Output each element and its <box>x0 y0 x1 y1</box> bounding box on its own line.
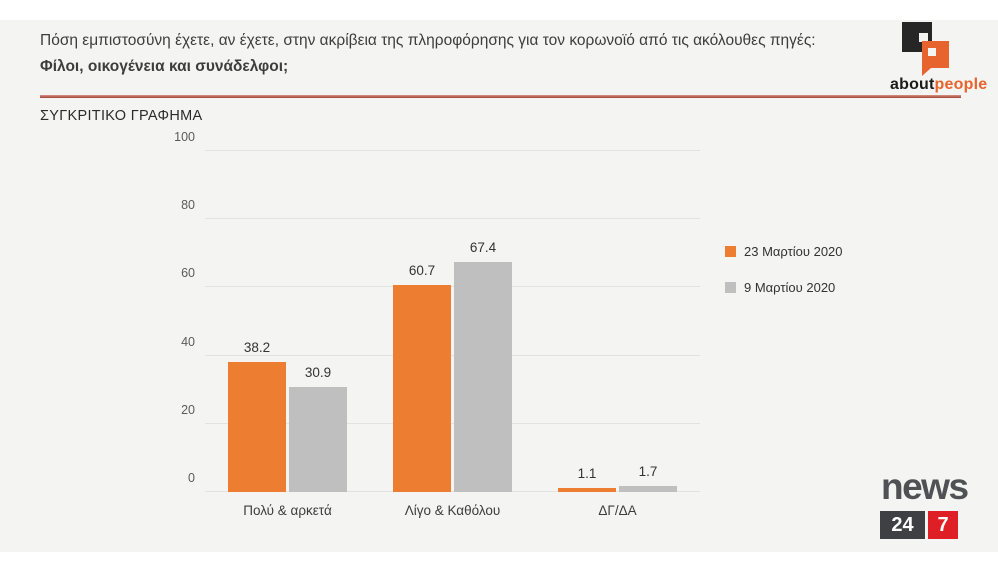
y-axis-label-80: 80 <box>181 198 195 213</box>
y-axis-label-40: 40 <box>181 334 195 349</box>
poll-question-line1: Πόση εμπιστοσύνη έχετε, αν έχετε, στην α… <box>40 32 816 49</box>
category-label: Λίγο & Καθόλου <box>404 503 501 518</box>
legend-swatch-icon <box>725 246 736 257</box>
news247-box-24: 24 <box>880 511 925 539</box>
bar-group-1: 38.2 30.9 <box>228 151 347 492</box>
aboutpeople-speech-bubbles-icon <box>902 22 960 76</box>
gridline-y-80 <box>205 218 700 220</box>
category-label: ΔΓ/ΔΑ <box>598 503 637 518</box>
category-label: Πολύ & αρκετά <box>243 503 332 518</box>
bar-chart-plot-area: 0 20 40 60 80 100 38.2 30.9 60.7 67.4 1.1 1.7 <box>174 130 700 492</box>
y-axis-label-60: 60 <box>181 266 195 281</box>
header-divider <box>40 95 961 98</box>
chart-legend: 23 Μαρτίου 2020 9 Μαρτίου 2020 <box>725 244 843 316</box>
aboutpeople-word-about: about <box>890 76 935 93</box>
orange-bubble-tail <box>922 68 931 76</box>
aboutpeople-word-people: people <box>934 76 988 93</box>
legend-item: 23 Μαρτίου 2020 <box>725 244 843 259</box>
bar-group-2: 60.7 67.4 <box>393 151 512 492</box>
bar: 60.7 <box>393 263 451 492</box>
bar-value-label: 30.9 <box>304 364 332 380</box>
bar-value-label: 60.7 <box>408 263 436 279</box>
section-title: ΣΥΓΚΡΙΤΙΚΟ ΓΡΑΦΗΜΑ <box>40 108 203 124</box>
news247-box-7: 7 <box>928 511 958 539</box>
y-axis-label-0: 0 <box>188 471 195 485</box>
bar: 38.2 <box>228 340 286 492</box>
orange-bubble-icon <box>922 41 949 68</box>
legend-label: 23 Μαρτίου 2020 <box>744 244 843 259</box>
orange-bubble-notch <box>928 48 936 56</box>
y-axis-label-20: 20 <box>181 402 195 417</box>
y-axis-label-100: 100 <box>174 130 195 144</box>
gridline-y-60 <box>205 286 700 288</box>
poll-question-line2: Φίλοι, οικογένεια και συνάδελφοι; <box>40 58 289 75</box>
poll-question: Πόση εμπιστοσύνη έχετε, αν έχετε, στην α… <box>40 28 870 80</box>
category-axis: Πολύ & αρκετά Λίγο & Καθόλου ΔΓ/ΔΑ <box>205 503 700 518</box>
bar-value-label: 1.7 <box>638 464 658 480</box>
black-bubble-notch <box>919 33 928 42</box>
gridline-y-100 <box>205 150 700 151</box>
gridline-y-0 <box>205 491 700 492</box>
news247-wordmark: news <box>881 466 969 507</box>
bar-value-label: 38.2 <box>243 339 271 355</box>
bar: 30.9 <box>289 365 347 492</box>
bar-value-label: 1.1 <box>577 466 597 482</box>
bar: 1.1 <box>558 466 616 492</box>
legend-swatch-icon <box>725 282 736 293</box>
news247-number-boxes: 24 7 <box>880 511 962 539</box>
bar: 1.7 <box>619 464 677 492</box>
bar-value-label: 67.4 <box>469 240 497 256</box>
bar-group-3: 1.1 1.7 <box>558 151 677 492</box>
aboutpeople-wordmark: aboutpeople <box>890 76 987 94</box>
bar: 67.4 <box>454 240 512 492</box>
legend-item: 9 Μαρτίου 2020 <box>725 280 843 295</box>
bar-groups: 38.2 30.9 60.7 67.4 1.1 1.7 <box>205 151 700 492</box>
legend-label: 9 Μαρτίου 2020 <box>744 280 836 295</box>
aboutpeople-logo: aboutpeople <box>890 22 987 95</box>
gridline-y-40 <box>205 354 700 356</box>
gridline-y-20 <box>205 422 700 424</box>
news247-logo: news 24 7 <box>880 466 969 539</box>
